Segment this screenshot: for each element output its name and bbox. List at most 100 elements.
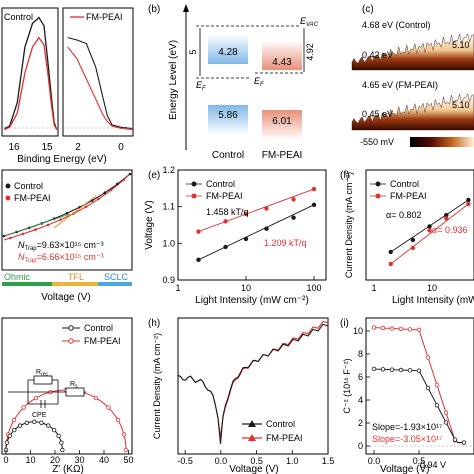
panel-i-point-control-10 bbox=[461, 440, 467, 445]
panel-i-point-control-2 bbox=[389, 367, 395, 372]
panel-g-xlabel: Z' (KΩ) bbox=[52, 464, 84, 474]
panel-h-curves bbox=[177, 320, 329, 444]
panel-i-point-fmpeai-3 bbox=[398, 326, 404, 332]
panel-i-label: (i) bbox=[340, 318, 349, 329]
panel-e-xtick-label-2: 100 bbox=[307, 283, 322, 293]
panel-d-legend-control-marker bbox=[5, 183, 11, 189]
panel-g-xtick-label-4: 40 bbox=[99, 455, 109, 465]
panel-b-cbm-control bbox=[208, 34, 248, 64]
panel-e-xlabel: Light Intensity (mW cm⁻²) bbox=[195, 295, 309, 306]
panel-f-tick-1: 1 bbox=[371, 283, 376, 293]
panel-e-xtick-label-0: 1 bbox=[175, 283, 180, 293]
panel-e-ytick-label-2: 1.1 bbox=[162, 202, 175, 212]
panel-f-frame bbox=[365, 169, 474, 281]
panel-e-point-0-4 bbox=[291, 215, 296, 220]
panel-g-ticks: 0 10 20 30 40 50 bbox=[3, 450, 134, 465]
panel-e-legend-fmpeai: FM-PEAI bbox=[206, 191, 243, 201]
panel-d-point-control-5 bbox=[65, 211, 69, 215]
panel-g-xtick-label-2: 20 bbox=[50, 455, 60, 465]
panel-g-curve-control bbox=[5, 421, 63, 451]
panel-f-point-1-0 bbox=[388, 261, 393, 267]
panel-d-legend-fmpeai: FM-PEAI bbox=[14, 193, 51, 203]
panel-d-point-control-8 bbox=[103, 191, 107, 195]
panel-b-cbm-control-value: 4.28 bbox=[218, 47, 238, 58]
panel-e-slope-control: 1.458 kT/q bbox=[206, 207, 249, 217]
panel-g-xtick-label-1: 10 bbox=[25, 455, 35, 465]
panel-d-xlabel: Voltage (V) bbox=[41, 292, 90, 303]
panel-d-fit-ohmic bbox=[3, 213, 71, 237]
panel-d-point-fmpeai-1 bbox=[21, 232, 25, 236]
panel-g-xtick-label-0: 0 bbox=[3, 455, 8, 465]
panel-f-point-1-3 bbox=[444, 216, 449, 221]
panel-i-curves bbox=[366, 325, 474, 447]
panel-g-point-fmpeai-10 bbox=[115, 417, 121, 423]
panel-a-curves bbox=[2, 16, 134, 131]
panel-g-curve-fmpeai bbox=[5, 389, 127, 451]
panel-e-point-1-4 bbox=[291, 197, 296, 202]
panel-a-right-frame bbox=[62, 7, 134, 137]
panel-i-slope-control: Slope=-1.93×10¹⁷ bbox=[372, 422, 442, 432]
panel-b-evac-label: EVAC bbox=[300, 16, 319, 28]
panel-i-voltage: 0.94 V bbox=[420, 460, 446, 470]
panel-e-point-1-5 bbox=[311, 186, 317, 192]
panel-i-ytick-label-2: 4 bbox=[358, 395, 363, 405]
panel-b-vbm-fmpeai-value: 6.01 bbox=[272, 116, 292, 127]
panel-i-point-fmpeai-8 bbox=[443, 410, 449, 415]
panel-g-point-control-12 bbox=[60, 447, 65, 453]
panel-i-point-fmpeai-2 bbox=[389, 326, 395, 331]
panel-a-xlabel: Binding Energy (eV) bbox=[17, 154, 107, 165]
panel-b-vbm-control bbox=[208, 105, 248, 135]
panel-a-left-frame bbox=[1, 7, 59, 137]
panel-i-point-control-3 bbox=[398, 367, 404, 373]
panel-b-offset-fmpeai: 4.92 bbox=[305, 43, 315, 61]
panel-h-label: (h) bbox=[148, 318, 160, 329]
panel-f-point-0-3 bbox=[444, 213, 449, 218]
panel-g-point-fmpeai-9 bbox=[106, 405, 111, 410]
panel-h: (h) Control FM-PEAI -0.5 0.0 0.5 1.0 1.5 Cur… bbox=[148, 317, 334, 474]
panel-h-frame bbox=[177, 317, 329, 455]
panel-g-point-control-3 bbox=[12, 427, 17, 433]
panel-g-point-fmpeai-8 bbox=[93, 395, 99, 401]
panel-i-ytick-label-4: 8 bbox=[358, 349, 363, 359]
panel-h-xtick-label-0: -0.5 bbox=[177, 456, 193, 466]
panel-e-point-1-3 bbox=[264, 206, 269, 211]
panel-f-xlabel: Light Intensity (mW bbox=[392, 295, 474, 306]
panel-g-legend-control-marker bbox=[68, 325, 74, 331]
panel-g-point-fmpeai-2 bbox=[11, 417, 17, 423]
panel-g-point-control-10 bbox=[56, 433, 61, 439]
panel-c-fmpeai-max: 5.10 bbox=[452, 100, 470, 110]
panel-f-alpha-fmpeai: α= 0.936 bbox=[432, 225, 467, 235]
panel-d-curves bbox=[2, 172, 132, 241]
panel-g-curves bbox=[3, 387, 129, 453]
panel-d-point-control-9 bbox=[116, 182, 119, 186]
panel-g-point-fmpeai-11 bbox=[121, 432, 127, 437]
panel-e-point-1-2 bbox=[243, 211, 249, 217]
panel-e-marks bbox=[196, 186, 317, 263]
panel-b: (b) Energy Level (eV) EVAC 4.28 4.43 5 E… bbox=[148, 4, 319, 161]
panel-c-colorbar bbox=[410, 137, 474, 147]
panel-f-point-1-2 bbox=[427, 228, 432, 233]
panel-c-control-max: 5.10 bbox=[452, 40, 470, 50]
panel-e-ylabel: Voltage (V) bbox=[144, 200, 155, 249]
panel-i-ytick-label-0: 0 bbox=[358, 441, 363, 451]
panel-f-alpha-control: α= 0.802 bbox=[386, 210, 421, 220]
panel-a-curve-left-0 bbox=[4, 16, 58, 130]
panel-d-ntrap-fmpeai: NTrap=6.66×10¹⁵ cm⁻³ bbox=[18, 252, 104, 264]
panel-d-ntrap-control: NTrap=9.63×10¹⁵ cm⁻³ bbox=[18, 240, 104, 252]
panel-b-label: (b) bbox=[148, 4, 160, 15]
panel-e-label: (e) bbox=[148, 170, 160, 181]
panel-i-xtick-label-1: 0.5 bbox=[413, 456, 426, 466]
panel-c-terrain-fm bbox=[351, 93, 474, 131]
panel-g-point-fmpeai-4 bbox=[33, 395, 39, 401]
panel-i-point-control-7 bbox=[434, 402, 440, 408]
panel-f-marks bbox=[388, 197, 471, 267]
panel-g-circuit bbox=[8, 375, 86, 408]
panel-g-point-control-1 bbox=[4, 440, 10, 445]
panel-g-point-control-8 bbox=[46, 423, 51, 428]
panel-h-xlabel: Voltage (V) bbox=[229, 464, 278, 474]
panel-d-legend-control: Control bbox=[14, 181, 43, 191]
panel-d-point-fmpeai-9 bbox=[122, 178, 125, 182]
panel-i-frame bbox=[365, 317, 474, 455]
panel-e-point-1-1 bbox=[223, 219, 228, 224]
